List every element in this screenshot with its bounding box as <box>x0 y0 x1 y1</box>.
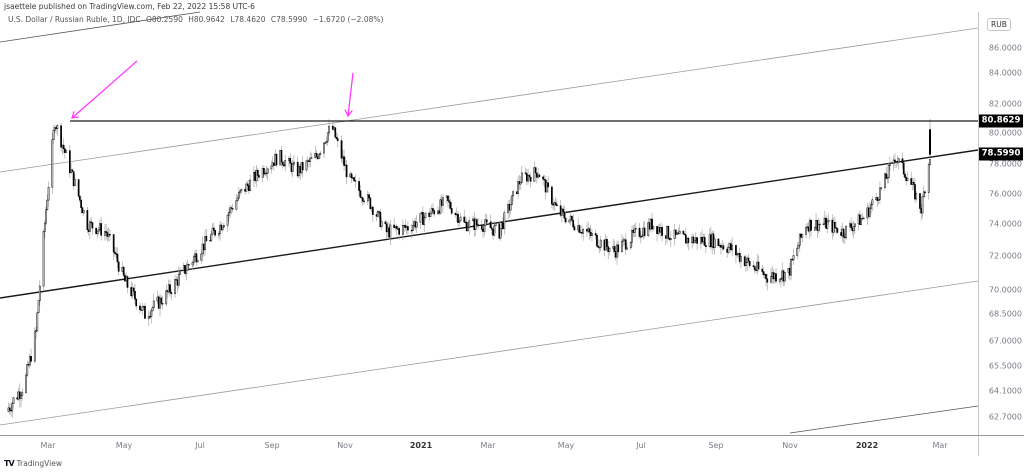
brand-name: TradingView <box>16 459 62 468</box>
time-tick: Nov <box>782 441 798 450</box>
ohlc-close: C78.5990 <box>270 15 308 24</box>
price-tick: 72.0000 <box>988 251 1022 261</box>
time-tick: 2021 <box>409 441 433 450</box>
footer-branding: TV TradingView <box>4 459 62 468</box>
price-tick: 86.0000 <box>988 43 1022 53</box>
time-tick: Mar <box>932 441 948 450</box>
time-tick: 2022 <box>855 441 879 450</box>
time-tick: Jul <box>636 441 646 450</box>
time-tick: Jul <box>195 441 205 450</box>
price-tick: 84.0000 <box>988 68 1022 78</box>
ohlc-low: L78.4620 <box>230 15 266 24</box>
time-tick: Mar <box>480 441 496 450</box>
publisher-line: jsaettele published on TradingView.com, … <box>4 2 255 11</box>
price-tick: 78.0000 <box>988 159 1022 169</box>
arrow-icon[interactable] <box>344 72 354 118</box>
price-axis[interactable]: RUB 86.0000 84.0000 82.0000 80.0000 78.0000 7… <box>978 12 1024 436</box>
tradingview-logo-icon: TV <box>4 459 15 468</box>
trendline[interactable] <box>0 11 201 43</box>
price-tick: 76.0000 <box>988 189 1022 199</box>
time-tick: May <box>557 441 575 450</box>
trendline[interactable] <box>0 149 978 299</box>
time-tick: Sep <box>708 441 724 450</box>
price-tick: 70.0000 <box>988 285 1022 295</box>
ohlc-open: O80.2590 <box>145 15 183 24</box>
time-tick: May <box>115 441 133 450</box>
trendline[interactable] <box>0 27 978 173</box>
price-tick: 68.5000 <box>988 309 1022 319</box>
ohlc-change: −1.6720 (−2.08%) <box>312 15 384 24</box>
axis-corner <box>978 435 1024 456</box>
time-tick: Nov <box>337 441 353 450</box>
price-tick: 80.0000 <box>988 128 1022 138</box>
currency-badge[interactable]: RUB <box>987 18 1011 31</box>
trendlines[interactable] <box>0 11 978 434</box>
price-tick: 64.1000 <box>988 386 1022 396</box>
symbol-name[interactable]: U.S. Dollar / Russian Ruble, 1D, IDC <box>8 15 141 24</box>
time-axis[interactable]: Mar May Jul Sep Nov 2021 Mar May Jul Sep Nov 2022 Ma… <box>0 435 978 456</box>
ohlc-high: H80.9642 <box>188 15 225 24</box>
price-tick: 62.7000 <box>988 412 1022 422</box>
arrow-icon[interactable] <box>71 60 138 119</box>
trendline[interactable] <box>0 280 978 426</box>
price-tick: 74.0000 <box>988 219 1022 229</box>
time-tick: Mar <box>40 441 56 450</box>
time-tick: Sep <box>264 441 280 450</box>
trendline[interactable] <box>789 405 978 434</box>
price-tick: 65.5000 <box>988 361 1022 371</box>
price-tag: 80.8629 <box>979 114 1023 128</box>
price-tick: 67.0000 <box>988 336 1022 346</box>
price-tag: 78.5990 <box>979 147 1023 161</box>
price-tick: 82.0000 <box>988 99 1022 109</box>
candlestick-series <box>7 119 931 419</box>
symbol-legend: U.S. Dollar / Russian Ruble, 1D, IDC O80… <box>8 15 386 24</box>
price-chart-canvas[interactable] <box>0 0 978 436</box>
annotation-arrows[interactable] <box>71 60 354 119</box>
